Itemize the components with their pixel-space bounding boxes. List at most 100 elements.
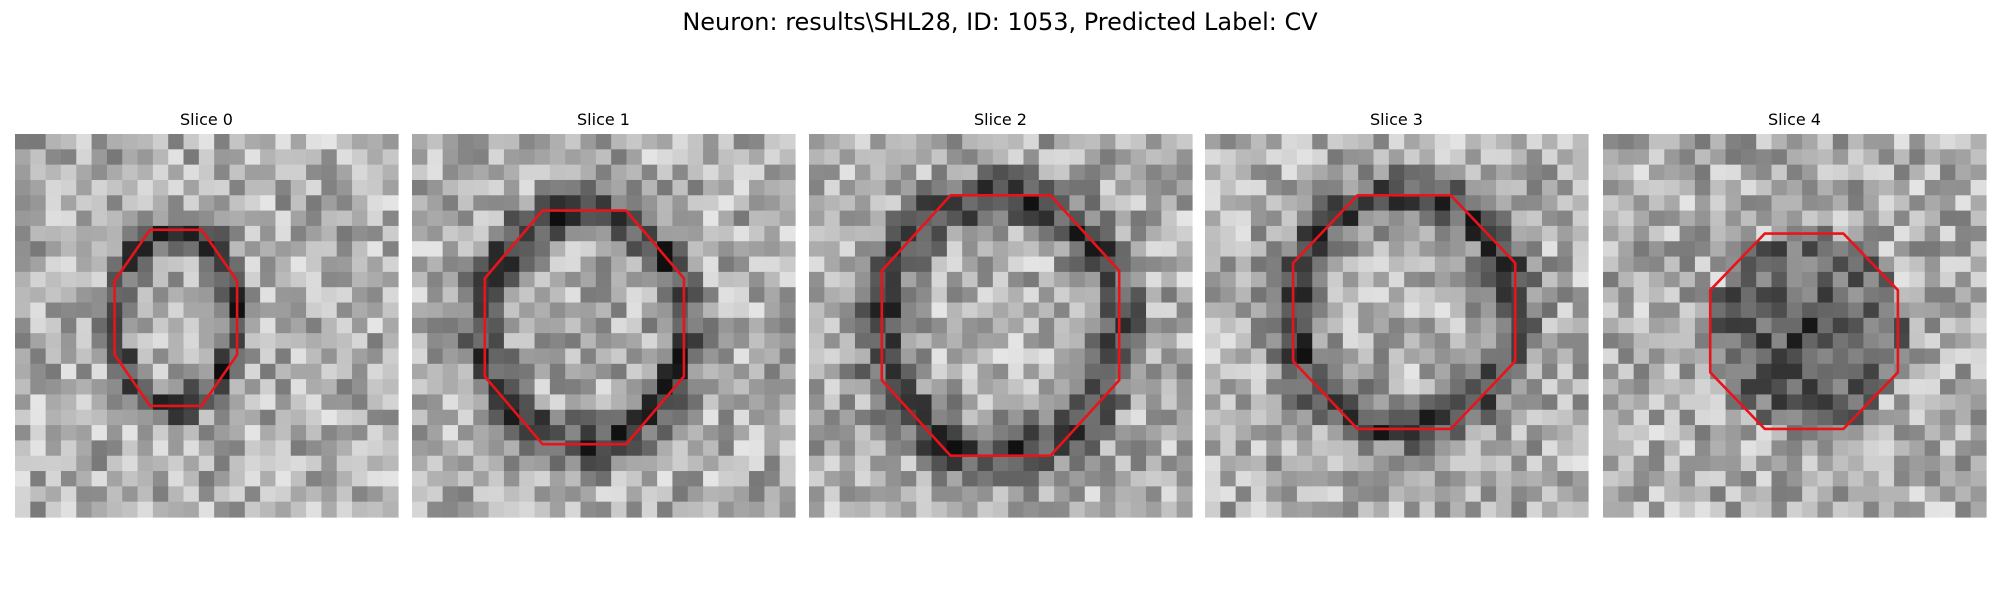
- pixel: [30, 394, 47, 411]
- pixel: [1924, 348, 1941, 365]
- pixel: [916, 149, 933, 166]
- pixel: [839, 394, 856, 411]
- pixel: [595, 455, 612, 472]
- pixel: [367, 471, 384, 487]
- pixel: [809, 440, 825, 457]
- pixel: [703, 348, 719, 365]
- pixel: [1465, 317, 1482, 334]
- pixel: [214, 134, 231, 150]
- pixel: [1146, 271, 1162, 288]
- pixel: [1664, 363, 1681, 380]
- pixel: [1771, 486, 1788, 503]
- pixel: [1115, 179, 1132, 196]
- pixel: [1419, 179, 1436, 196]
- pixel: [1786, 333, 1803, 350]
- pixel: [91, 134, 108, 150]
- pixel: [1358, 440, 1375, 457]
- pixel: [76, 363, 93, 380]
- pixel: [1176, 164, 1193, 181]
- pixel: [488, 164, 505, 181]
- pixel: [1480, 348, 1497, 365]
- pixel: [1664, 271, 1681, 288]
- pixel: [900, 455, 917, 472]
- pixel: [839, 195, 856, 212]
- pixel: [1679, 225, 1696, 242]
- pixel: [1358, 225, 1375, 242]
- pixel: [1176, 425, 1193, 441]
- pixel: [1557, 348, 1574, 365]
- pixel: [427, 455, 444, 472]
- pixel: [427, 256, 444, 273]
- pixel: [1146, 302, 1162, 319]
- pixel: [809, 501, 825, 518]
- pixel: [931, 501, 948, 518]
- pixel: [1388, 486, 1405, 503]
- pixel: [595, 348, 612, 365]
- pixel: [931, 333, 948, 350]
- pixel: [137, 501, 154, 518]
- pixel: [367, 225, 384, 242]
- pixel: [870, 471, 887, 487]
- pixel: [60, 302, 77, 319]
- pixel: [244, 317, 261, 334]
- pixel: [122, 317, 139, 334]
- pixel: [457, 409, 474, 426]
- pixel: [473, 440, 490, 457]
- pixel: [1146, 501, 1162, 518]
- pixel: [183, 287, 200, 304]
- pixel: [1235, 425, 1252, 441]
- pixel: [15, 210, 31, 227]
- pixel: [1312, 425, 1329, 441]
- pixel: [1023, 379, 1040, 396]
- pixel: [580, 440, 597, 457]
- pixel: [1940, 210, 1956, 227]
- pixel: [1220, 317, 1237, 334]
- pixel: [183, 271, 200, 288]
- pixel: [1327, 471, 1344, 487]
- pixel: [916, 394, 933, 411]
- pixel: [854, 363, 871, 380]
- pixel: [1434, 225, 1451, 242]
- pixel: [977, 149, 994, 166]
- pixel: [488, 379, 505, 396]
- pixel: [611, 225, 628, 242]
- pixel: [946, 302, 963, 319]
- pixel: [672, 302, 689, 319]
- pixel: [703, 425, 719, 441]
- pixel: [1664, 179, 1681, 196]
- pixel: [244, 440, 261, 457]
- pixel: [779, 348, 796, 365]
- pixel: [1664, 149, 1681, 166]
- pixel: [1648, 348, 1665, 365]
- pixel: [244, 210, 261, 227]
- contour: [1708, 232, 1900, 431]
- pixel: [1802, 471, 1819, 487]
- pixel: [106, 210, 123, 227]
- pixel: [1084, 134, 1101, 150]
- pixel: [611, 471, 628, 487]
- pixel: [549, 210, 566, 227]
- pixel: [626, 287, 643, 304]
- pixel: [1679, 379, 1696, 396]
- pixel: [1894, 455, 1910, 472]
- pixel: [1694, 394, 1711, 411]
- pixel: [992, 134, 1009, 150]
- pixel: [534, 379, 551, 396]
- pixel: [488, 195, 505, 212]
- pixel: [152, 333, 169, 350]
- pixel: [1924, 210, 1941, 227]
- pixel: [275, 179, 292, 196]
- pixel: [1940, 409, 1956, 426]
- pixel: [106, 134, 123, 150]
- pixel: [260, 134, 277, 150]
- pixel: [565, 225, 582, 242]
- pixel: [1633, 348, 1650, 365]
- pixel: [1878, 241, 1895, 258]
- pixel: [1266, 302, 1283, 319]
- pixel: [977, 287, 994, 304]
- pixel: [306, 179, 322, 196]
- pixel: [1023, 348, 1040, 365]
- pixel: [1038, 241, 1055, 258]
- pixel: [992, 348, 1009, 365]
- pixel: [977, 225, 994, 242]
